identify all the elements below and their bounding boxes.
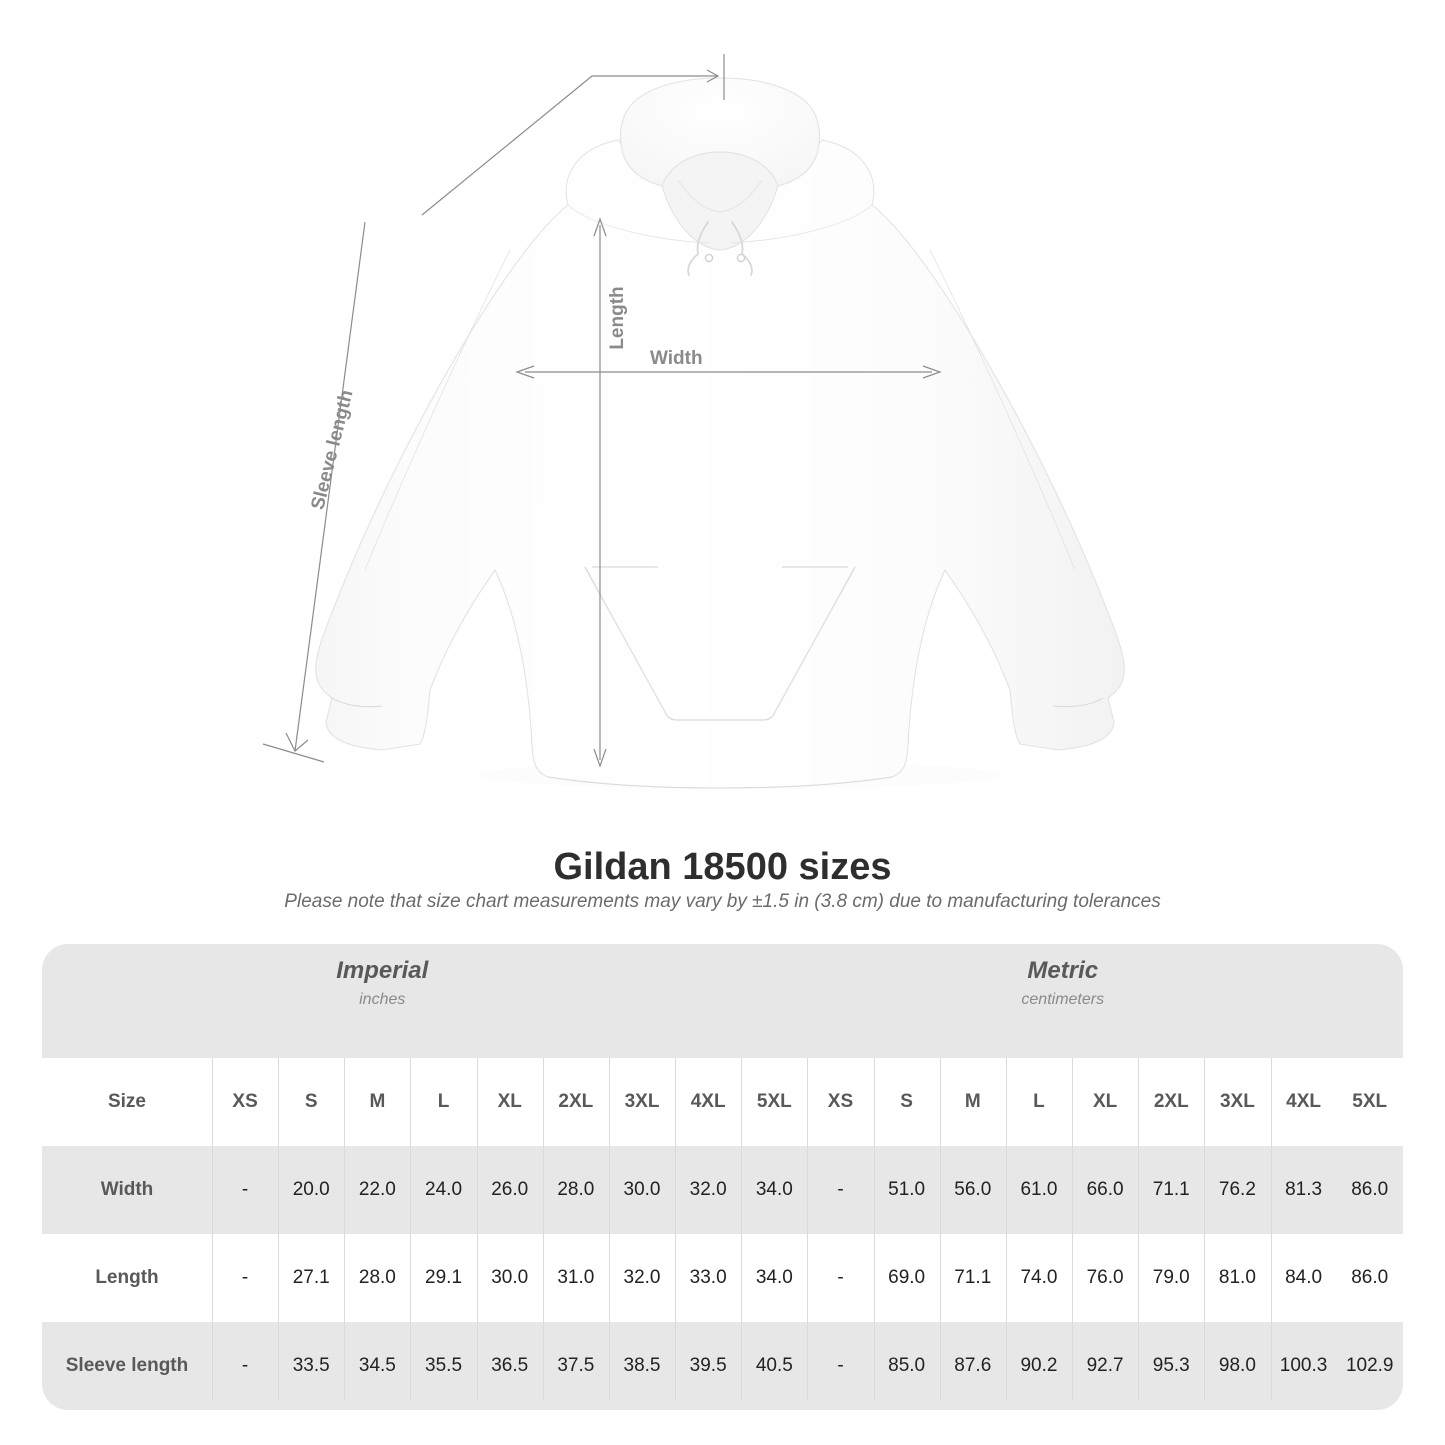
svg-text:Sleeve length: Sleeve length: [308, 388, 358, 512]
svg-text:Length: Length: [607, 286, 628, 349]
svg-text:Width: Width: [650, 348, 703, 369]
